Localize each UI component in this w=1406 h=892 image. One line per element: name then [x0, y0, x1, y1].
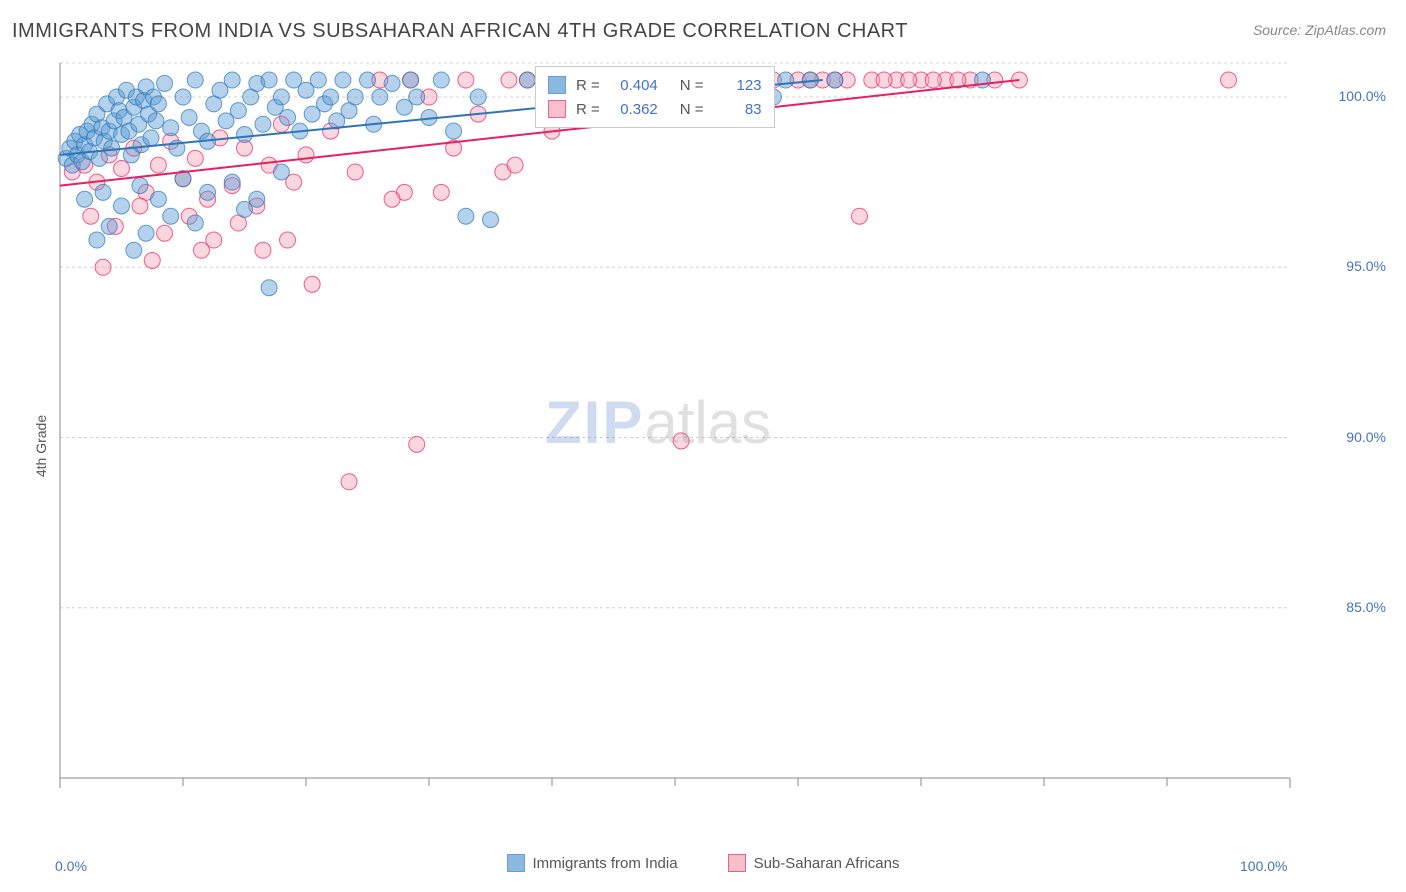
- y-axis-label: 4th Grade: [33, 415, 49, 477]
- n-label: N =: [680, 101, 704, 118]
- correlation-legend: R = 0.404 N = 123 R = 0.362 N = 83: [535, 66, 775, 128]
- n-value: 83: [714, 101, 762, 118]
- legend-swatch: [548, 100, 566, 118]
- r-label: R =: [576, 101, 600, 118]
- r-label: R =: [576, 77, 600, 94]
- n-label: N =: [680, 77, 704, 94]
- bottom-legend: Immigrants from India Sub-Saharan African…: [0, 854, 1406, 872]
- legend-swatch: [548, 76, 566, 94]
- r-value: 0.404: [610, 77, 658, 94]
- chart-title: IMMIGRANTS FROM INDIA VS SUBSAHARAN AFRI…: [12, 20, 908, 43]
- y-tick-label: 100.0%: [1339, 88, 1386, 104]
- y-tick-label: 95.0%: [1346, 258, 1386, 274]
- scatter-plot-svg: [55, 58, 1295, 808]
- source-label: Source: ZipAtlas.com: [1253, 22, 1386, 38]
- legend-swatch: [507, 854, 525, 872]
- plot-area: ZIPatlas R =0.404N =123R =0.362N =83: [55, 58, 1295, 808]
- legend-swatch: [728, 854, 746, 872]
- n-value: 123: [714, 77, 762, 94]
- legend-item: Immigrants from India: [507, 854, 678, 872]
- y-tick-label: 90.0%: [1346, 429, 1386, 445]
- legend-item: Sub-Saharan Africans: [728, 854, 900, 872]
- legend-label: Immigrants from India: [533, 855, 678, 872]
- r-value: 0.362: [610, 101, 658, 118]
- y-tick-label: 85.0%: [1346, 599, 1386, 615]
- legend-label: Sub-Saharan Africans: [754, 855, 900, 872]
